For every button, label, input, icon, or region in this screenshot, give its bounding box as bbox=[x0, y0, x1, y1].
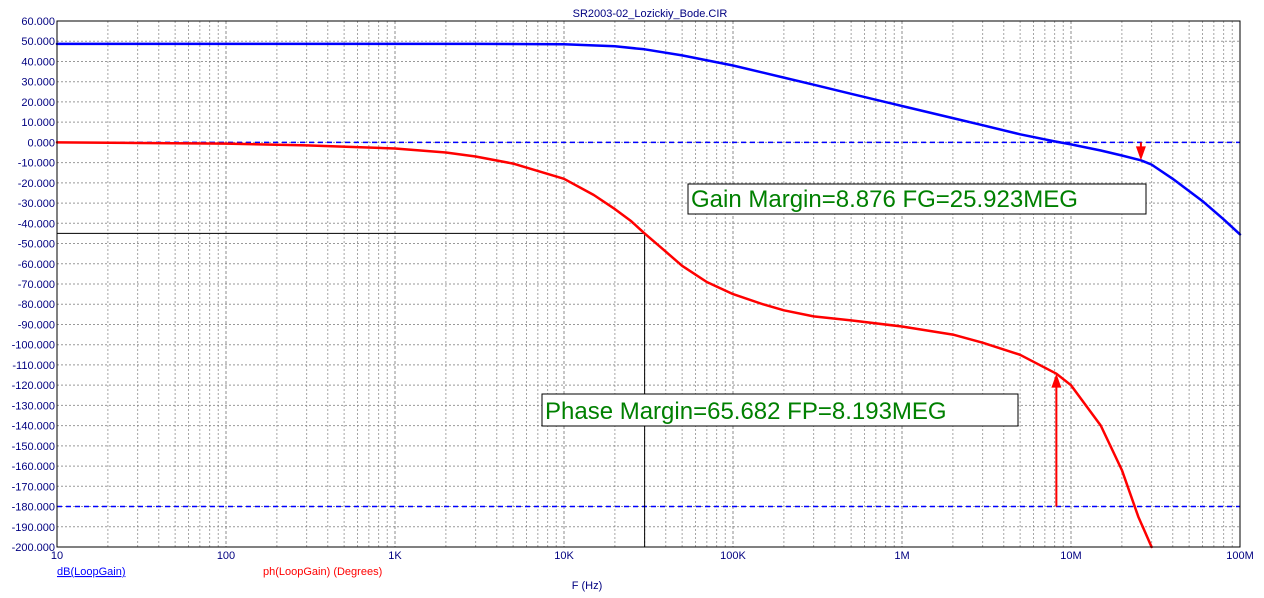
gain-margin-box bbox=[687, 183, 1147, 215]
plot-frame bbox=[56, 20, 1241, 548]
margin-arrows bbox=[1051, 142, 1146, 507]
y-tick-label: 40.000 bbox=[21, 56, 55, 68]
phase-margin-arrow-head bbox=[1051, 373, 1062, 388]
y-tick-label: 0.000 bbox=[27, 137, 55, 149]
y-axis-ticks: 60.000 50.000 40.000 30.000 20.000 10.000 0.00… bbox=[12, 16, 55, 554]
x-axis-label: F (Hz) bbox=[572, 580, 603, 592]
y-tick-label: -160.000 bbox=[12, 461, 55, 473]
x-tick-label: 100 bbox=[217, 550, 235, 562]
y-tick-label: 60.000 bbox=[21, 16, 55, 28]
y-tick-label: -130.000 bbox=[12, 400, 55, 412]
y-tick-label: -180.000 bbox=[12, 502, 55, 514]
x-tick-label: 10 bbox=[51, 550, 63, 562]
y-tick-label: -70.000 bbox=[18, 279, 55, 291]
y-tick-label: -80.000 bbox=[18, 299, 55, 311]
x-tick-label: 10M bbox=[1060, 550, 1081, 562]
y-tick-label: -90.000 bbox=[18, 319, 55, 331]
phase-margin-label: Phase Margin=65.682 FP=8.193MEG bbox=[545, 398, 947, 425]
y-tick-label: -110.000 bbox=[12, 360, 55, 372]
y-tick-label: -140.000 bbox=[12, 421, 55, 433]
y-tick-label: -100.000 bbox=[12, 340, 55, 352]
grid bbox=[57, 21, 1240, 547]
chart-title: SR2003-02_Lozickiy_Bode.CIR bbox=[573, 8, 728, 20]
y-tick-label: -10.000 bbox=[18, 158, 55, 170]
legend-gain: dB(LoopGain) bbox=[57, 566, 126, 578]
y-tick-label: -190.000 bbox=[12, 522, 55, 534]
annotations: Gain Margin=8.876 FG=25.923MEG Phase Marg… bbox=[541, 183, 1147, 427]
legend-phase: ph(LoopGain) (Degrees) bbox=[263, 566, 382, 578]
x-tick-label: 10K bbox=[554, 550, 574, 562]
x-tick-label: 100K bbox=[720, 550, 746, 562]
x-tick-label: 1M bbox=[894, 550, 909, 562]
legend: dB(LoopGain) ph(LoopGain) (Degrees) bbox=[57, 566, 382, 578]
x-tick-label: 100M bbox=[1226, 550, 1254, 562]
y-tick-label: -200.000 bbox=[12, 542, 55, 554]
series-lines bbox=[55, 42, 1242, 549]
y-tick-label: -60.000 bbox=[18, 259, 55, 271]
reference-lines bbox=[57, 141, 1240, 508]
y-tick-label: -170.000 bbox=[12, 481, 55, 493]
y-tick-label: -30.000 bbox=[18, 198, 55, 210]
y-tick-label: -50.000 bbox=[18, 239, 55, 251]
y-tick-label: 50.000 bbox=[21, 36, 55, 48]
y-tick-label: -20.000 bbox=[18, 178, 55, 190]
y-tick-label: 30.000 bbox=[21, 77, 55, 89]
crosshair bbox=[57, 232, 646, 547]
x-tick-label: 1K bbox=[388, 550, 402, 562]
gain-margin-label: Gain Margin=8.876 FG=25.923MEG bbox=[691, 186, 1078, 213]
phase-series-line bbox=[55, 141, 1153, 549]
y-tick-label: 10.000 bbox=[21, 117, 55, 129]
y-tick-label: 20.000 bbox=[21, 97, 55, 109]
y-tick-label: -150.000 bbox=[12, 441, 55, 453]
gain-margin-arrow-head bbox=[1135, 146, 1146, 161]
y-tick-label: -40.000 bbox=[18, 218, 55, 230]
y-tick-label: -120.000 bbox=[12, 380, 55, 392]
phase-margin-box bbox=[541, 393, 1019, 427]
gain-series-line bbox=[55, 42, 1242, 236]
x-axis-ticks: 10 100 1K 10K 100K 1M 10M 100M bbox=[51, 550, 1254, 562]
